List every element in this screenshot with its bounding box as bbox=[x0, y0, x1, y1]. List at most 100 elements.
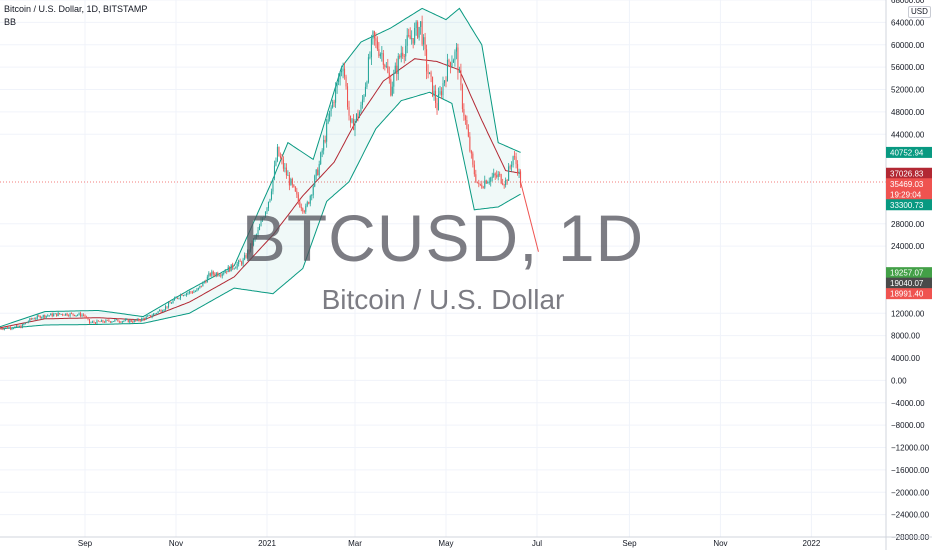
candle-body bbox=[214, 274, 216, 276]
candle-body bbox=[488, 181, 490, 183]
candle-body bbox=[287, 175, 289, 176]
candle-body bbox=[454, 51, 456, 61]
candle-body bbox=[160, 310, 162, 312]
candle-body bbox=[436, 103, 438, 110]
candle-body bbox=[191, 292, 193, 293]
candle-body bbox=[65, 313, 67, 316]
time-tick-label: Nov bbox=[169, 539, 183, 548]
candle-body bbox=[150, 315, 152, 317]
candle-body bbox=[211, 271, 213, 276]
candle-body bbox=[62, 314, 64, 315]
candle-body bbox=[238, 260, 240, 264]
candle-body bbox=[97, 320, 99, 322]
candle-body bbox=[142, 318, 144, 319]
candle-body bbox=[479, 183, 481, 185]
candle-body bbox=[256, 234, 258, 237]
price-tag-label: 35469.03 bbox=[890, 180, 924, 189]
candle-body bbox=[500, 174, 502, 184]
price-tick-label: 64000.00 bbox=[891, 18, 925, 27]
candle-body bbox=[406, 35, 408, 46]
candle-body bbox=[288, 175, 290, 186]
candle-body bbox=[102, 320, 104, 322]
candle-body bbox=[352, 119, 355, 131]
candle-body bbox=[475, 174, 477, 182]
candle-body bbox=[136, 319, 138, 321]
time-axis[interactable]: Sep Nov 2021 Mar May Jul Sep Nov 2022 bbox=[0, 536, 932, 548]
candle-body bbox=[56, 313, 58, 316]
candle-body bbox=[233, 268, 235, 270]
chart-legend-title[interactable]: Bitcoin / U.S. Dollar, 1D, BITSTAMP bbox=[4, 4, 148, 14]
price-tag bbox=[886, 167, 932, 179]
candle-body bbox=[96, 320, 98, 324]
candle-body bbox=[85, 317, 88, 318]
candle-body bbox=[452, 60, 454, 63]
candle-body bbox=[461, 85, 463, 110]
candle-body bbox=[241, 261, 243, 265]
candle-body bbox=[23, 324, 25, 325]
candle-body bbox=[520, 171, 522, 185]
candle-body bbox=[66, 313, 68, 316]
candle-body bbox=[358, 112, 360, 118]
candle-body bbox=[482, 187, 484, 189]
candle-body bbox=[118, 321, 120, 323]
candle-body bbox=[45, 315, 47, 318]
bollinger-bands bbox=[0, 7, 521, 330]
candle-body bbox=[388, 72, 390, 80]
candle-body bbox=[257, 230, 259, 235]
candle-body bbox=[221, 273, 223, 276]
candle-body bbox=[78, 313, 80, 315]
candle-body bbox=[36, 315, 38, 319]
price-tick-label: 44000.00 bbox=[891, 130, 925, 139]
currency-label[interactable]: USD bbox=[908, 6, 931, 18]
candle-body bbox=[175, 297, 177, 299]
candle-body bbox=[350, 115, 352, 123]
candle-body bbox=[6, 327, 8, 329]
candle-body bbox=[38, 315, 40, 317]
candle-body bbox=[29, 318, 31, 322]
candle-body bbox=[206, 276, 208, 283]
candle-body bbox=[71, 313, 73, 315]
candle-body bbox=[139, 320, 141, 322]
candle-body bbox=[75, 315, 77, 317]
candle-body bbox=[417, 22, 419, 38]
candle-body bbox=[378, 49, 380, 57]
candle-body bbox=[100, 320, 102, 322]
price-tag-label: 40752.94 bbox=[890, 148, 924, 157]
price-tag bbox=[886, 178, 932, 190]
candle-body bbox=[141, 318, 143, 321]
candle-body bbox=[412, 38, 414, 44]
candle-body bbox=[426, 49, 428, 72]
candle-body bbox=[364, 86, 366, 96]
indicator-label[interactable]: BB bbox=[4, 17, 17, 27]
candle-body bbox=[393, 73, 395, 87]
candle-body bbox=[2, 328, 4, 330]
candle-body bbox=[185, 293, 187, 295]
candle-body bbox=[126, 319, 128, 321]
candle-body bbox=[129, 320, 131, 323]
candle-body bbox=[50, 313, 52, 316]
candle-body bbox=[151, 315, 153, 317]
candle-body bbox=[93, 321, 95, 323]
candle-body bbox=[48, 315, 50, 317]
candle-body bbox=[400, 52, 402, 58]
candle-body bbox=[117, 319, 119, 322]
candle-body bbox=[9, 327, 11, 329]
candle-body bbox=[184, 295, 186, 296]
candle-body bbox=[230, 264, 232, 272]
candle-body bbox=[344, 68, 346, 77]
candle-body bbox=[187, 292, 189, 294]
price-tag bbox=[886, 267, 932, 279]
price-tag-label: 37026.83 bbox=[890, 169, 924, 178]
candle-body bbox=[91, 321, 93, 323]
candle-body bbox=[411, 38, 413, 40]
candle-body bbox=[57, 313, 59, 316]
candle-body bbox=[326, 123, 328, 142]
candle-body bbox=[47, 315, 49, 317]
candle-body bbox=[432, 76, 434, 96]
candle-body bbox=[251, 243, 253, 246]
candle-body bbox=[285, 167, 287, 176]
candle-body bbox=[339, 72, 341, 80]
candle-body bbox=[361, 99, 363, 106]
candle-body bbox=[421, 21, 423, 45]
